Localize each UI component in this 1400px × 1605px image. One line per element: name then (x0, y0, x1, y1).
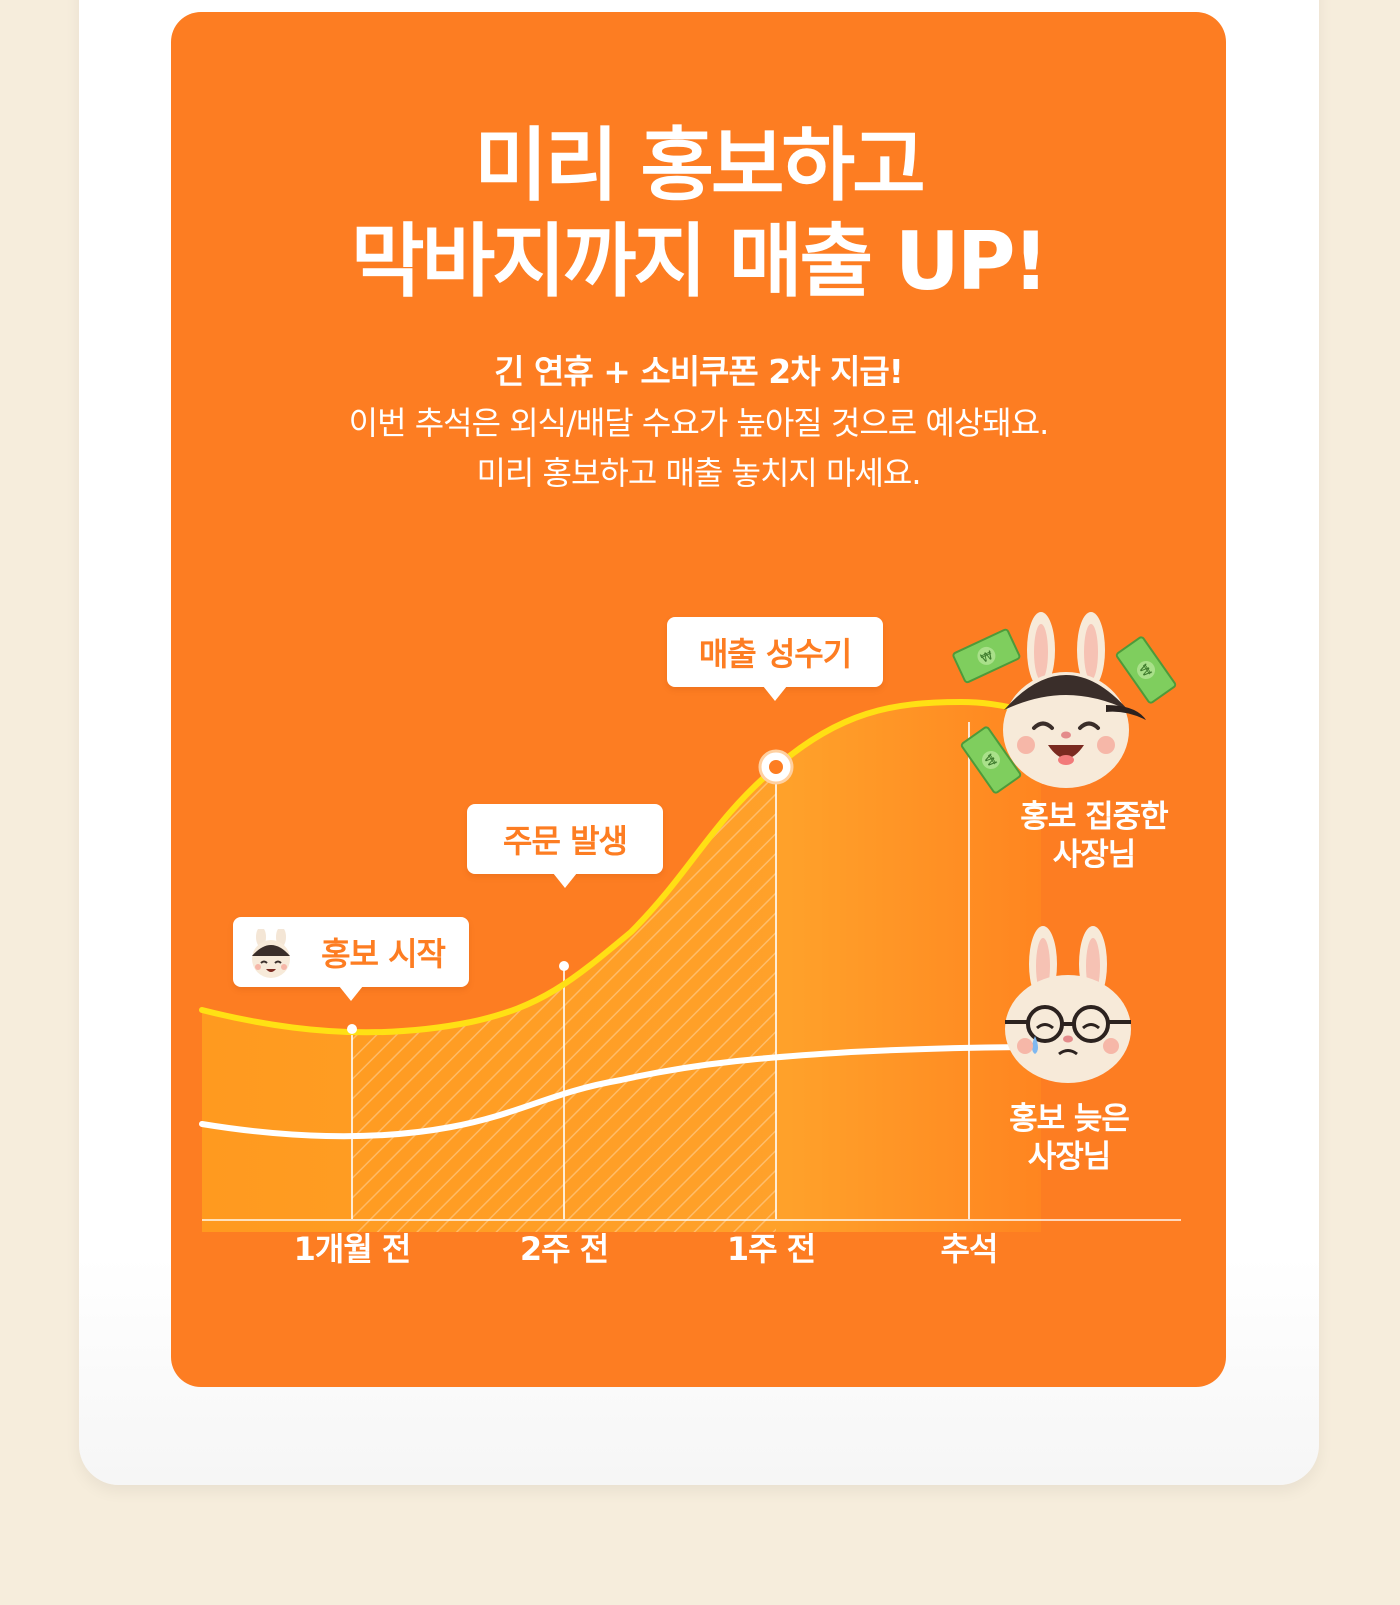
focused-owner-label: 홍보 집중한 사장님 (1020, 799, 1168, 873)
x-tick-label: 2주 전 (519, 1230, 609, 1268)
sales-chart (199, 698, 1181, 1232)
description: 이번 추석은 외식/배달 수요가 높아질 것으로 예상돼요. 미리 홍보하고 매… (348, 404, 1050, 492)
sad-bunny-icon (1005, 926, 1131, 1083)
focused-series-line (199, 698, 1044, 1036)
orders-start-point (559, 961, 569, 971)
chuseok-promo-banner: 미리 홍보하고 막바지까지 매출 UP! 긴 연휴 + 소비쿠폰 2차 지급! … (171, 12, 1226, 1387)
x-tick-label: 추석 (940, 1230, 999, 1268)
bunny-icon (252, 929, 290, 978)
promo-start-callout: 홍보 시작 (233, 917, 469, 1001)
peak-point-center (769, 760, 783, 774)
x-tick-label: 1개월 전 (293, 1230, 412, 1268)
promo-start-point (347, 1024, 357, 1034)
page-title: 미리 홍보하고 막바지까지 매출 UP! (351, 119, 1049, 308)
late-series-line (199, 1044, 1044, 1140)
late-owner-label: 홍보 늦은 사장님 (1009, 1101, 1130, 1175)
peak-season-callout: 매출 성수기 (667, 617, 883, 701)
orders-start-callout: 주문 발생 (467, 804, 663, 888)
x-tick-label: 1주 전 (726, 1230, 816, 1268)
subtitle: 긴 연휴 + 소비쿠폰 2차 지급! (494, 352, 904, 391)
svg-text:₩: ₩ (979, 648, 996, 666)
happy-bunny-icon: ₩ ₩ ₩ (952, 612, 1177, 794)
